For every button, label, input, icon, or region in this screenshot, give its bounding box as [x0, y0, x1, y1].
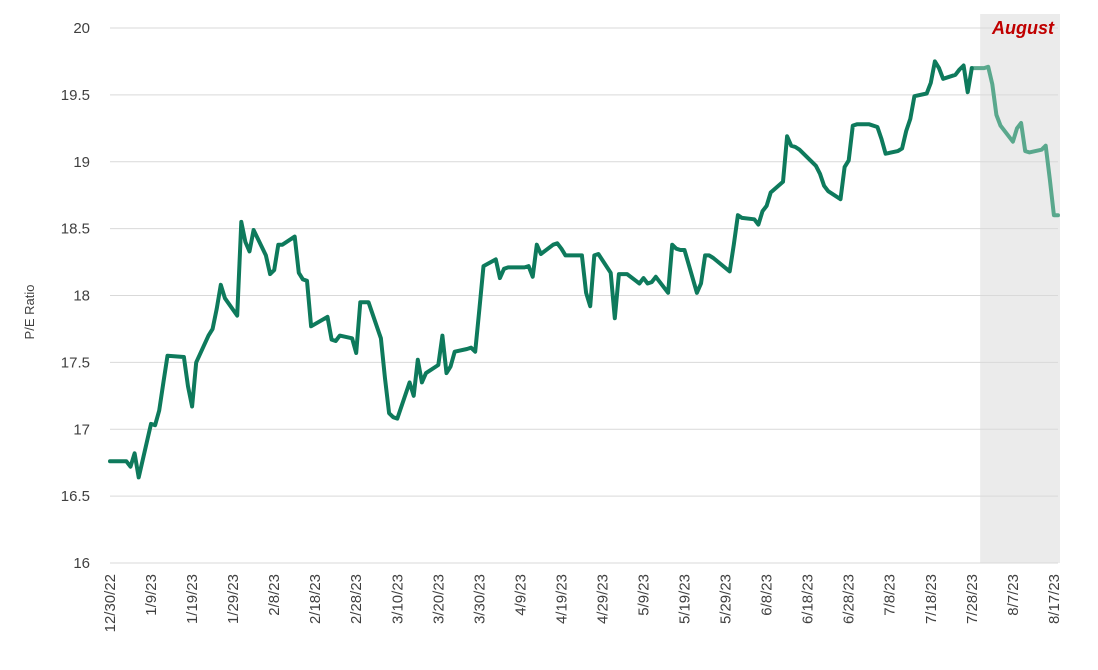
- y-tick-label: 19: [73, 154, 90, 171]
- x-tick-label: 5/9/23: [636, 574, 653, 616]
- x-tick-label: 3/20/23: [430, 574, 447, 624]
- x-tick-label: 5/19/23: [677, 574, 694, 624]
- x-tick-label: 3/30/23: [471, 574, 488, 624]
- x-tick-label: 5/29/23: [718, 574, 735, 624]
- x-tick-label: 4/29/23: [594, 574, 611, 624]
- x-tick-label: 8/17/23: [1046, 574, 1063, 624]
- y-tick-label: 20: [73, 20, 90, 37]
- series-lines: [108, 59, 1060, 480]
- x-tick-label: 7/18/23: [923, 574, 940, 624]
- y-axis: 16 16.5 17 17.5 18 18.5 19 19.5 20: [61, 20, 90, 572]
- y-tick-label: 18: [73, 288, 90, 305]
- y-tick-label: 17: [73, 421, 90, 438]
- y-tick-label: 17.5: [61, 354, 90, 371]
- x-tick-label: 6/8/23: [759, 574, 776, 616]
- y-tick-label: 19.5: [61, 87, 90, 104]
- gridlines: [110, 27, 1058, 564]
- x-tick-label: 4/19/23: [553, 574, 570, 624]
- x-tick-label: 6/28/23: [841, 574, 858, 624]
- x-tick-label: 1/9/23: [143, 574, 160, 616]
- x-tick-label: 7/8/23: [882, 574, 899, 616]
- x-tick-label: 1/29/23: [225, 574, 242, 624]
- series-line-august: [969, 64, 1060, 218]
- x-tick-label: 6/18/23: [800, 574, 817, 624]
- series-line: [108, 59, 974, 480]
- x-tick-label: 2/8/23: [266, 574, 283, 616]
- x-tick-label: 2/18/23: [307, 574, 324, 624]
- x-tick-label: 8/7/23: [1005, 574, 1022, 616]
- x-tick-label: 4/9/23: [512, 574, 529, 616]
- x-axis: 12/30/22 1/9/23 1/19/23 1/29/23 2/8/23 2/18/2…: [102, 574, 1063, 632]
- x-tick-label: 3/10/23: [389, 574, 406, 624]
- y-tick-label: 16: [73, 555, 90, 572]
- y-tick-label: 16.5: [61, 488, 90, 505]
- august-annotation: August: [991, 18, 1055, 38]
- y-axis-title: P/E Ratio: [22, 285, 37, 340]
- x-tick-label: 1/19/23: [184, 574, 201, 624]
- x-tick-label: 2/28/23: [348, 574, 365, 624]
- y-tick-label: 18.5: [61, 221, 90, 238]
- x-tick-label: 7/28/23: [964, 574, 981, 624]
- x-tick-label: 12/30/22: [102, 574, 119, 632]
